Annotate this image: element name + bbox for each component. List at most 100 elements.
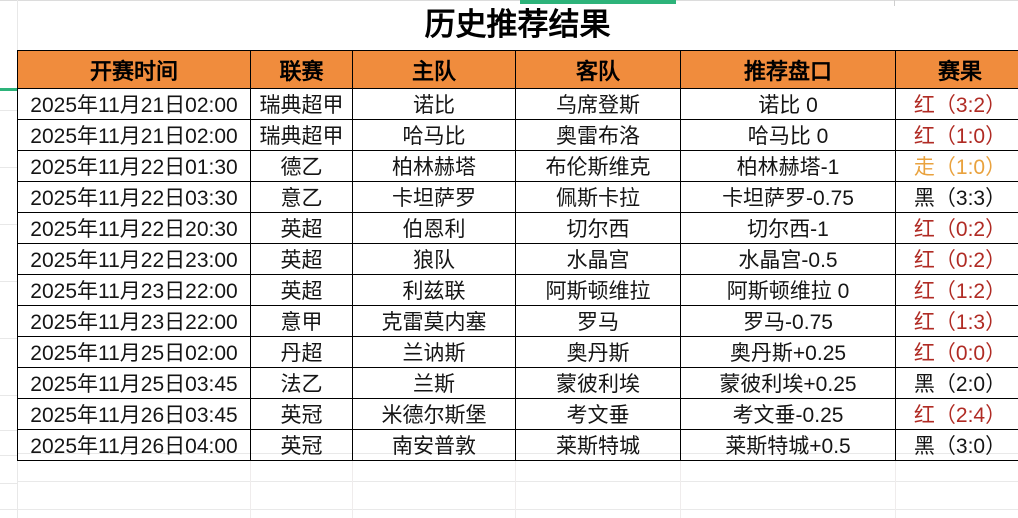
table-row: 2025年11月22日23:00 英超 狼队 水晶宫 水晶宫-0.5 红（0:2… <box>17 243 1018 275</box>
cell-home-team[interactable]: 米德尔斯堡 <box>352 398 516 430</box>
column-header-league[interactable]: 联赛 <box>250 50 353 89</box>
cell-home-team[interactable]: 伯恩利 <box>352 212 516 244</box>
cell-league[interactable]: 丹超 <box>250 336 353 368</box>
column-header-result[interactable]: 赛果 <box>895 50 1018 89</box>
cell-result[interactable]: 黑（3:3） <box>895 181 1018 213</box>
cell-kickoff-time[interactable]: 2025年11月23日22:00 <box>17 305 251 337</box>
cell-result[interactable]: 黑（2:0） <box>895 367 1018 399</box>
table-row: 2025年11月25日02:00 丹超 兰讷斯 奥丹斯 奥丹斯+0.25 红（0… <box>17 336 1018 368</box>
cell-home-team[interactable]: 南安普敦 <box>352 429 516 461</box>
cell-recommended-handicap[interactable]: 诺比 0 <box>680 88 896 120</box>
cell-recommended-handicap[interactable]: 卡坦萨罗-0.75 <box>680 181 896 213</box>
gridline <box>0 395 17 396</box>
cell-away-team[interactable]: 佩斯卡拉 <box>515 181 681 213</box>
cell-recommended-handicap[interactable]: 蒙彼利埃+0.25 <box>680 367 896 399</box>
cell-result[interactable]: 红（0:0） <box>895 336 1018 368</box>
gridline <box>0 455 17 456</box>
cell-away-team[interactable]: 水晶宫 <box>515 243 681 275</box>
table-row: 2025年11月22日01:30 德乙 柏林赫塔 布伦斯维克 柏林赫塔-1 走（… <box>17 150 1018 182</box>
results-table: 开赛时间 联赛 主队 客队 推荐盘口 赛果 2025年11月21日02:00 瑞… <box>17 50 1018 461</box>
cell-kickoff-time[interactable]: 2025年11月26日03:45 <box>17 398 251 430</box>
cell-league[interactable]: 英冠 <box>250 429 353 461</box>
cell-recommended-handicap[interactable]: 阿斯顿维拉 0 <box>680 274 896 306</box>
cell-result[interactable]: 黑（3:0） <box>895 429 1018 461</box>
cell-home-team[interactable]: 利兹联 <box>352 274 516 306</box>
cell-home-team[interactable]: 柏林赫塔 <box>352 150 516 182</box>
cell-away-team[interactable]: 布伦斯维克 <box>515 150 681 182</box>
cell-kickoff-time[interactable]: 2025年11月22日03:30 <box>17 181 251 213</box>
gridline <box>0 110 17 111</box>
cell-kickoff-time[interactable]: 2025年11月22日20:30 <box>17 212 251 244</box>
cell-recommended-handicap[interactable]: 切尔西-1 <box>680 212 896 244</box>
column-header-recommended-handicap[interactable]: 推荐盘口 <box>680 50 896 89</box>
cell-league[interactable]: 法乙 <box>250 367 353 399</box>
cell-away-team[interactable]: 乌席登斯 <box>515 88 681 120</box>
cell-league[interactable]: 英超 <box>250 212 353 244</box>
cell-league[interactable]: 英超 <box>250 243 353 275</box>
cell-result[interactable]: 红（1:2） <box>895 274 1018 306</box>
cell-result[interactable]: 红（1:0） <box>895 119 1018 151</box>
cell-away-team[interactable]: 奥雷布洛 <box>515 119 681 151</box>
cell-home-team[interactable]: 哈马比 <box>352 119 516 151</box>
cell-recommended-handicap[interactable]: 柏林赫塔-1 <box>680 150 896 182</box>
cell-kickoff-time[interactable]: 2025年11月23日22:00 <box>17 274 251 306</box>
cell-league[interactable]: 瑞典超甲 <box>250 88 353 120</box>
cell-league[interactable]: 意乙 <box>250 181 353 213</box>
cell-kickoff-time[interactable]: 2025年11月26日04:00 <box>17 429 251 461</box>
cell-away-team[interactable]: 莱斯特城 <box>515 429 681 461</box>
cell-away-team[interactable]: 罗马 <box>515 305 681 337</box>
gridline <box>680 426 681 518</box>
cell-recommended-handicap[interactable]: 考文垂-0.25 <box>680 398 896 430</box>
table-row: 2025年11月21日02:00 瑞典超甲 哈马比 奥雷布洛 哈马比 0 红（1… <box>17 119 1018 151</box>
cell-away-team[interactable]: 奥丹斯 <box>515 336 681 368</box>
cell-away-team[interactable]: 阿斯顿维拉 <box>515 274 681 306</box>
cell-home-team[interactable]: 兰讷斯 <box>352 336 516 368</box>
cell-result[interactable]: 红（3:2） <box>895 88 1018 120</box>
cell-home-team[interactable]: 卡坦萨罗 <box>352 181 516 213</box>
cell-league[interactable]: 英冠 <box>250 398 353 430</box>
cell-league[interactable]: 瑞典超甲 <box>250 119 353 151</box>
cell-result[interactable]: 走（1:0） <box>895 150 1018 182</box>
cell-home-team[interactable]: 兰斯 <box>352 367 516 399</box>
cell-kickoff-time[interactable]: 2025年11月21日02:00 <box>17 88 251 120</box>
cell-result[interactable]: 红（0:2） <box>895 243 1018 275</box>
cell-result[interactable]: 红（2:4） <box>895 398 1018 430</box>
column-header-home-team[interactable]: 主队 <box>352 50 516 89</box>
freeze-pane-indicator <box>0 88 17 91</box>
cell-home-team[interactable]: 诺比 <box>352 88 516 120</box>
page-title: 历史推荐结果 <box>424 7 611 42</box>
gridline <box>17 426 18 518</box>
cell-kickoff-time[interactable]: 2025年11月22日23:00 <box>17 243 251 275</box>
cell-recommended-handicap[interactable]: 哈马比 0 <box>680 119 896 151</box>
column-header-kickoff-time[interactable]: 开赛时间 <box>17 50 251 89</box>
cell-home-team[interactable]: 克雷莫内塞 <box>352 305 516 337</box>
gridline <box>0 281 17 282</box>
cell-kickoff-time[interactable]: 2025年11月21日02:00 <box>17 119 251 151</box>
cell-league[interactable]: 英超 <box>250 274 353 306</box>
cell-kickoff-time[interactable]: 2025年11月25日03:45 <box>17 367 251 399</box>
table-row: 2025年11月22日03:30 意乙 卡坦萨罗 佩斯卡拉 卡坦萨罗-0.75 … <box>17 181 1018 213</box>
cell-league[interactable]: 意甲 <box>250 305 353 337</box>
header-row: 开赛时间 联赛 主队 客队 推荐盘口 赛果 <box>17 50 1018 89</box>
scroll-indicator-bar <box>520 0 676 4</box>
cell-away-team[interactable]: 蒙彼利埃 <box>515 367 681 399</box>
cell-result[interactable]: 红（0:2） <box>895 212 1018 244</box>
cell-league[interactable]: 德乙 <box>250 150 353 182</box>
gridline <box>17 509 1018 510</box>
cell-recommended-handicap[interactable]: 水晶宫-0.5 <box>680 243 896 275</box>
table-row: 2025年11月26日03:45 英冠 米德尔斯堡 考文垂 考文垂-0.25 红… <box>17 398 1018 430</box>
gridline <box>0 509 17 510</box>
cell-result[interactable]: 红（1:3） <box>895 305 1018 337</box>
cell-home-team[interactable]: 狼队 <box>352 243 516 275</box>
column-header-away-team[interactable]: 客队 <box>515 50 681 89</box>
cell-kickoff-time[interactable]: 2025年11月22日01:30 <box>17 150 251 182</box>
cell-recommended-handicap[interactable]: 罗马-0.75 <box>680 305 896 337</box>
cell-away-team[interactable]: 考文垂 <box>515 398 681 430</box>
cell-kickoff-time[interactable]: 2025年11月25日02:00 <box>17 336 251 368</box>
cell-recommended-handicap[interactable]: 莱斯特城+0.5 <box>680 429 896 461</box>
cell-away-team[interactable]: 切尔西 <box>515 212 681 244</box>
gridline <box>0 483 17 484</box>
gridline <box>0 224 17 225</box>
cell-recommended-handicap[interactable]: 奥丹斯+0.25 <box>680 336 896 368</box>
